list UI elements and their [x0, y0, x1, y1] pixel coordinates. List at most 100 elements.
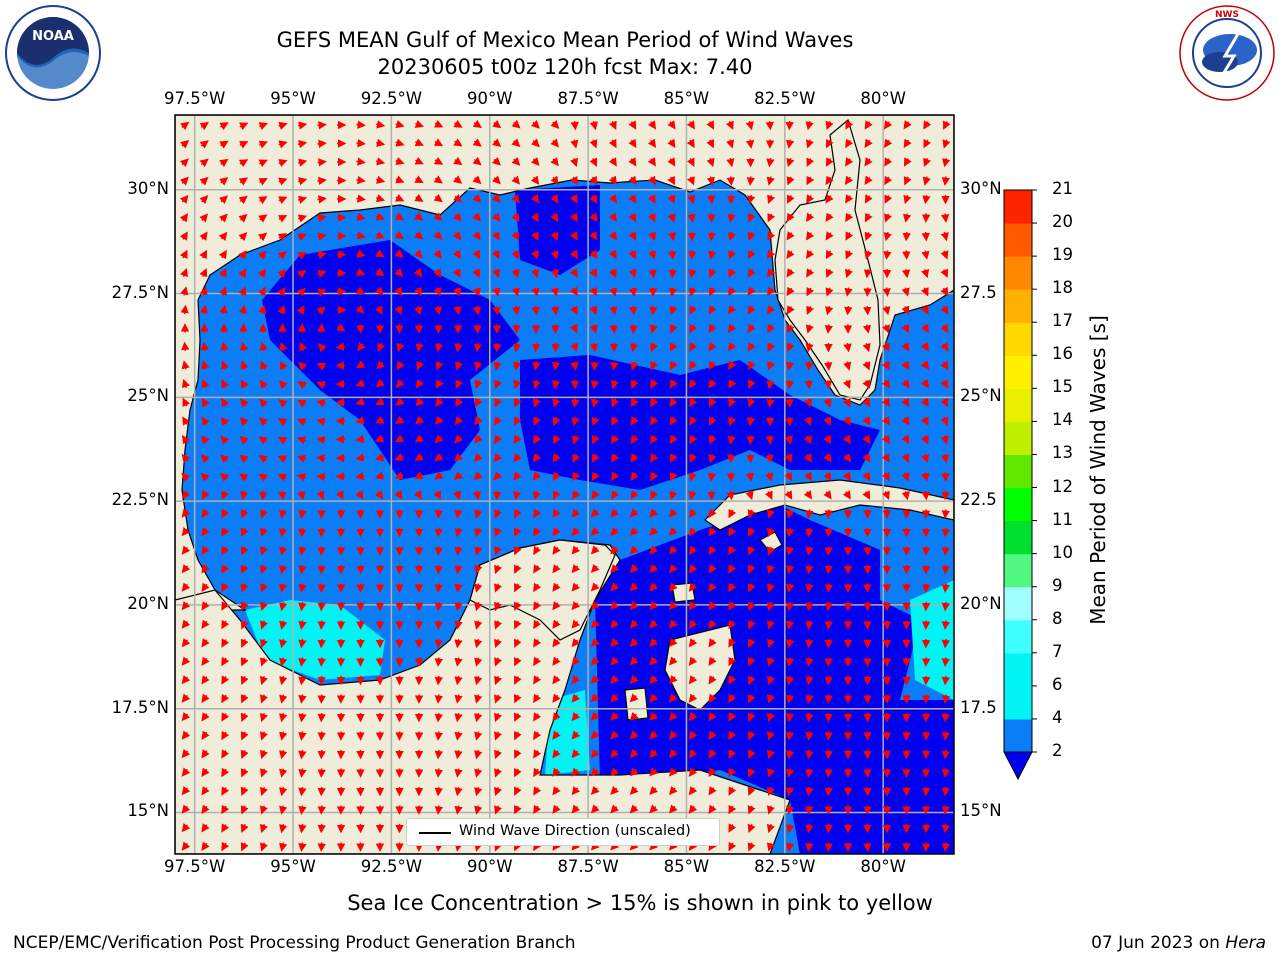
wind-arrow [493, 471, 503, 481]
wind-arrow [396, 342, 405, 353]
wind-arrow [317, 731, 326, 741]
wind-arrow [611, 434, 620, 445]
wind-arrow [767, 268, 776, 278]
wind-arrow [901, 490, 910, 501]
wind-arrow [414, 156, 424, 165]
wind-arrow [552, 416, 561, 426]
wind-arrow [747, 342, 756, 352]
wind-arrow [219, 286, 228, 296]
wind-arrow [414, 212, 424, 221]
wind-arrow [238, 177, 249, 186]
wind-arrow [494, 509, 502, 519]
tick-label: 25°N [127, 386, 169, 406]
wind-arrow [492, 305, 501, 316]
wind-arrow [395, 138, 405, 147]
wind-arrow [453, 156, 463, 166]
colorbar-segment [1004, 223, 1032, 257]
wind-arrow [862, 361, 871, 371]
wind-arrow [862, 379, 871, 389]
wind-arrow [921, 453, 930, 464]
wind-arrow [884, 138, 893, 148]
wind-arrow [258, 214, 268, 223]
wind-arrow [864, 157, 873, 167]
wind-arrow [727, 435, 736, 445]
wind-arrow [805, 564, 814, 575]
wind-arrow [394, 230, 405, 239]
wind-arrow [670, 342, 678, 352]
colorbar-segment [1004, 454, 1032, 489]
wind-arrow [317, 823, 326, 834]
wind-arrow [649, 508, 659, 518]
wind-arrow [199, 213, 208, 223]
wind-arrow [199, 158, 209, 168]
wind-arrow [608, 120, 617, 130]
wind-arrow [257, 268, 267, 278]
wind-arrow [941, 620, 950, 630]
wind-arrow [649, 545, 659, 555]
wind-arrow [747, 509, 756, 519]
wind-arrow [277, 287, 286, 297]
wind-arrow [277, 304, 286, 315]
wind-arrow [317, 601, 326, 612]
wind-arrow [182, 490, 191, 500]
wind-arrow [863, 305, 872, 316]
wind-arrow [201, 379, 210, 389]
wind-arrow [219, 473, 229, 482]
wind-arrow [901, 416, 910, 426]
wind-arrow [823, 379, 832, 390]
wind-arrow [181, 378, 190, 389]
colorbar-segment [1004, 322, 1032, 356]
wind-arrow [297, 418, 307, 427]
wind-arrow [669, 453, 678, 463]
wind-arrow [415, 397, 425, 407]
wind-arrow [433, 119, 444, 128]
wind-arrow [474, 527, 483, 538]
wind-arrow [260, 360, 269, 371]
wind-arrow [298, 527, 307, 538]
wind-arrow [630, 416, 639, 426]
wind-arrow [199, 195, 209, 205]
wind-arrow [901, 287, 910, 297]
wind-arrow [747, 213, 756, 223]
wind-arrow [511, 138, 521, 148]
wind-arrow [903, 194, 912, 205]
tick-label: 95°W [270, 857, 316, 876]
wind-arrow [728, 250, 737, 260]
wind-arrow [630, 379, 639, 389]
wind-arrow [823, 490, 832, 500]
wind-arrow [179, 176, 189, 186]
wind-arrow [179, 158, 189, 168]
wind-arrow [805, 786, 814, 797]
wind-arrow [687, 213, 696, 223]
footer-branch: NCEP/EMC/Verification Post Processing Pr… [13, 933, 576, 953]
wind-arrow [472, 156, 482, 166]
wind-arrow [317, 620, 326, 630]
wind-arrow [395, 157, 405, 166]
wind-arrow [942, 139, 951, 149]
wind-arrow [511, 156, 521, 166]
colorbar-segment [1004, 652, 1032, 687]
wind-arrow [628, 194, 637, 204]
wind-arrow [316, 363, 327, 371]
wind-arrow [589, 286, 598, 297]
wind-arrow [647, 138, 657, 148]
wind-arrow [611, 416, 620, 426]
wind-arrow [747, 379, 756, 389]
wind-arrow [571, 435, 580, 445]
wind-arrow [650, 453, 659, 463]
wind-arrow [920, 360, 930, 370]
wind-arrow [804, 379, 813, 390]
wind-arrow [375, 397, 385, 406]
tick-label: 20°N [127, 593, 169, 613]
wind-arrow [218, 213, 228, 223]
wind-arrow [259, 490, 268, 501]
wind-arrow [922, 176, 931, 186]
wind-arrow [940, 213, 950, 223]
wind-arrow [727, 231, 736, 242]
wind-arrow [628, 212, 637, 223]
wind-arrow [531, 305, 540, 316]
wind-arrow [805, 620, 814, 630]
wind-arrow [414, 230, 424, 240]
wind-arrow [277, 215, 288, 223]
wind-arrow [628, 250, 637, 260]
